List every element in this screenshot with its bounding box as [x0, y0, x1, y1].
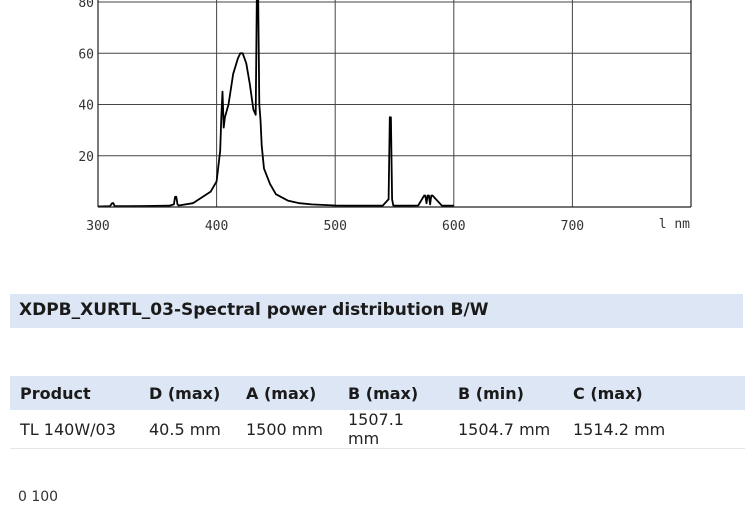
x-axis-label: l nm — [659, 217, 690, 232]
header-a-max: A (max) — [236, 376, 338, 410]
header-product: Product — [10, 376, 139, 410]
cell-d-max: 40.5 mm — [139, 410, 236, 449]
x-tick-label: 300 — [86, 219, 109, 234]
chart-series — [97, 0, 454, 208]
cell-c-max: 1514.2 mm — [563, 410, 745, 449]
chart-grid — [98, 0, 691, 207]
header-c-max: C (max) — [563, 376, 745, 410]
x-tick-label: 700 — [561, 219, 584, 234]
cell-a-max: 1500 mm — [236, 410, 338, 449]
x-tick-label: 500 — [323, 219, 346, 234]
chart-tick-labels: 20 40 60 80 300 400 500 600 700 l nm — [78, 0, 690, 234]
chart-axes — [97, 0, 692, 208]
x-tick-label: 400 — [205, 219, 228, 234]
spectrum-line — [97, 0, 454, 208]
cell-product: TL 140W/03 — [10, 410, 139, 449]
y-tick-label: 60 — [78, 47, 94, 62]
y-tick-label: 80 — [78, 0, 94, 11]
header-b-min: B (min) — [448, 376, 563, 410]
dimensions-table: Product D (max) A (max) B (max) B (min) … — [10, 376, 745, 449]
table-row: TL 140W/03 40.5 mm 1500 mm 1507.1 mm 150… — [10, 410, 745, 449]
header-d-max: D (max) — [139, 376, 236, 410]
header-b-max: B (max) — [338, 376, 448, 410]
x-tick-label: 600 — [442, 219, 465, 234]
cell-b-max: 1507.1 mm — [338, 410, 448, 449]
next-chart-label-cutoff: 0 100 — [18, 489, 59, 505]
y-tick-label: 40 — [78, 99, 94, 114]
cell-b-min: 1504.7 mm — [448, 410, 563, 449]
spectral-chart: 20 40 60 80 300 400 500 600 700 l nm — [78, 0, 692, 234]
y-tick-label: 20 — [78, 150, 94, 165]
figure-caption: XDPB_XURTL_03-Spectral power distributio… — [10, 294, 743, 328]
table-header-row: Product D (max) A (max) B (max) B (min) … — [10, 376, 745, 410]
